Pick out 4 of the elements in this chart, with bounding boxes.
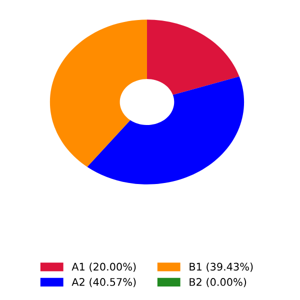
legend-label: A2 (40.57%) — [72, 278, 136, 288]
legend-label: B2 (0.00%) — [190, 278, 246, 288]
legend-label: A1 (20.00%) — [72, 262, 136, 272]
legend-label: B1 (39.43%) — [190, 262, 253, 272]
